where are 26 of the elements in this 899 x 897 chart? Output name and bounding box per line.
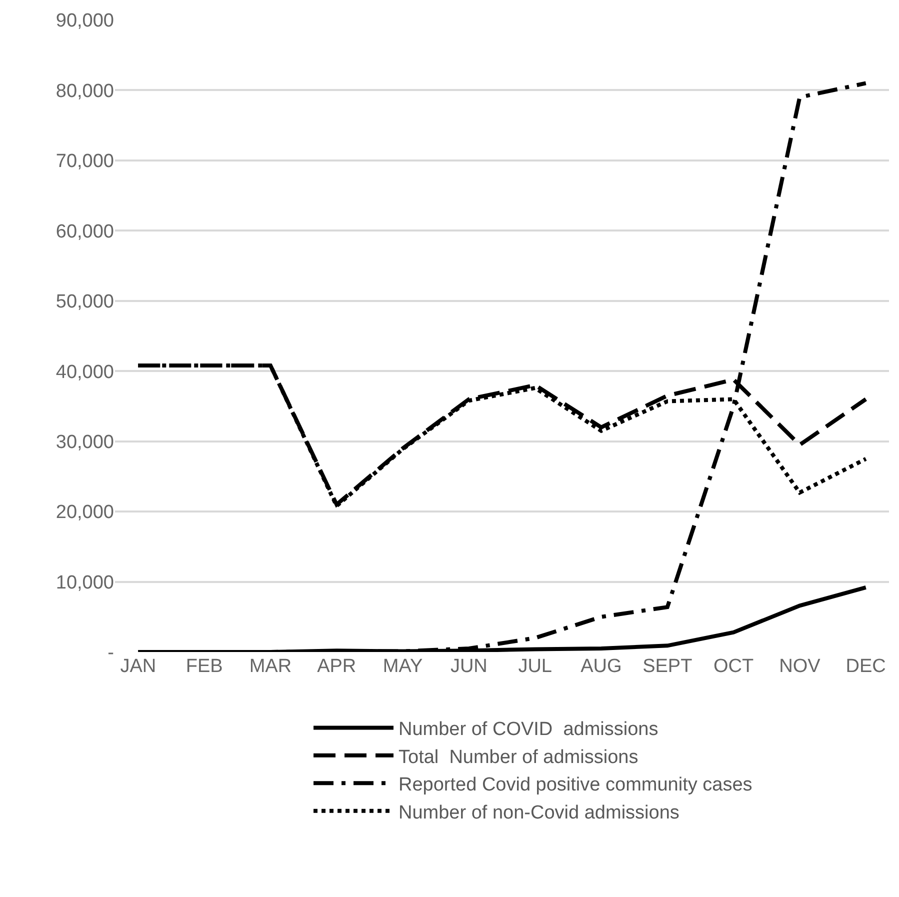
legend-label: Reported Covid positive community cases — [398, 774, 752, 796]
y-tick-label: - — [108, 642, 114, 664]
x-tick-label: OCT — [713, 656, 754, 677]
x-tick-label: APR — [317, 656, 356, 677]
legend-label: Number of non-Covid admissions — [398, 802, 680, 824]
y-tick-label: 40,000 — [56, 362, 114, 383]
x-tick-label: AUG — [580, 656, 622, 677]
y-tick-label: 70,000 — [56, 151, 114, 172]
x-tick-label: JAN — [120, 656, 156, 677]
x-tick-label: SEPT — [642, 656, 693, 677]
legend-label: Number of COVID admissions — [398, 719, 658, 740]
y-tick-label: 90,000 — [56, 10, 114, 32]
y-tick-label: 60,000 — [56, 221, 114, 242]
y-tick-label: 50,000 — [56, 292, 114, 313]
y-tick-label: 20,000 — [56, 502, 114, 524]
x-tick-label: JUN — [450, 656, 488, 677]
y-tick-label: 10,000 — [56, 572, 114, 594]
x-tick-label: DEC — [846, 656, 886, 677]
x-tick-label: NOV — [779, 656, 821, 677]
y-tick-label: 80,000 — [56, 80, 114, 102]
x-tick-label: JUL — [518, 656, 552, 677]
y-tick-label: 30,000 — [56, 432, 114, 453]
x-tick-label: FEB — [186, 656, 223, 677]
x-tick-label: MAY — [382, 656, 423, 677]
legend-label: Total Number of admissions — [398, 746, 638, 768]
x-tick-label: MAR — [249, 656, 292, 677]
